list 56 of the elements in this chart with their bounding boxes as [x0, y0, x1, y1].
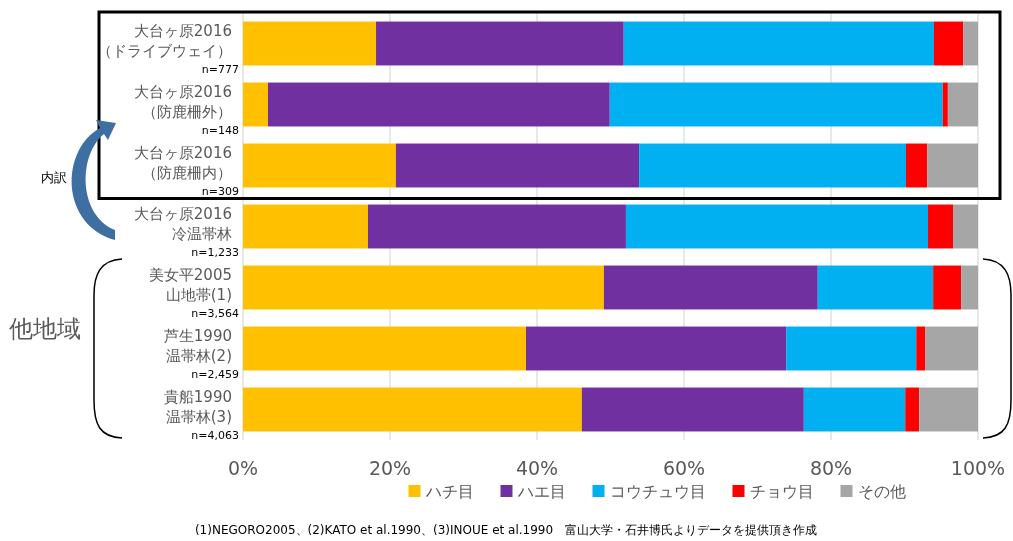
bar — [905, 387, 920, 432]
y-tick-label: 大台ヶ原2016 冷温帯林 n=1,233 — [133, 204, 239, 259]
x-tick-label: 20% — [368, 457, 412, 479]
y-tick-label: 大台ヶ原2016 （防鹿柵外） n=148 — [133, 82, 239, 137]
bar — [925, 326, 978, 371]
bar — [243, 143, 396, 188]
bar — [376, 21, 624, 66]
bar — [243, 326, 526, 371]
legend-label: ハエ目 — [516, 482, 566, 501]
x-tick-label: 80% — [809, 457, 853, 479]
x-tick-label: 100% — [950, 457, 1006, 479]
bar — [961, 265, 978, 310]
text: 他地域 — [9, 315, 81, 343]
bar — [963, 21, 978, 66]
bar — [919, 387, 978, 432]
bar — [933, 265, 962, 310]
bar — [916, 326, 926, 371]
bar — [905, 143, 928, 188]
bar — [933, 21, 964, 66]
bar — [243, 82, 268, 127]
bar — [928, 204, 954, 249]
bar — [243, 204, 368, 249]
bar — [953, 204, 978, 249]
text: (1)NEGORO2005、(2)KATO et al.1990、(3)INOUE et al.1990 富山大学・石井博氏よりデータを提供頂き作成 — [194, 523, 818, 537]
legend-label: ハチ目 — [424, 482, 474, 501]
legend-label: チョウ目 — [749, 482, 814, 501]
bar — [581, 387, 804, 432]
y-tick-label: 大台ヶ原2016 （ドライブウェイ） n=777 — [97, 21, 239, 76]
x-tick-label: 60% — [662, 457, 706, 479]
bar — [395, 143, 640, 188]
text: 内訳 — [41, 170, 67, 185]
legend-label: その他 — [857, 482, 906, 501]
bar — [786, 326, 917, 371]
bar — [243, 387, 582, 432]
bar — [623, 21, 934, 66]
bar — [947, 82, 978, 127]
bar — [525, 326, 787, 371]
bar — [603, 265, 818, 310]
bar — [639, 143, 906, 188]
y-tick-label: 貴船1990 温帯林(3) n=4,063 — [163, 387, 239, 442]
x-tick-label: 0% — [227, 457, 259, 479]
y-tick-label: 大台ヶ原2016 （防鹿柵内） n=309 — [133, 143, 239, 198]
bar — [609, 82, 943, 127]
bar — [927, 143, 978, 188]
legend-label: コウチュウ目 — [609, 482, 706, 501]
bar — [367, 204, 626, 249]
y-tick-label: 芦生1990 温帯林(2) n=2,459 — [163, 326, 239, 381]
bar — [803, 387, 906, 432]
bar — [243, 265, 604, 310]
bar — [625, 204, 929, 249]
bar — [267, 82, 610, 127]
bar — [817, 265, 934, 310]
x-tick-label: 40% — [515, 457, 559, 479]
bar — [942, 82, 948, 127]
bar — [243, 21, 377, 66]
y-tick-label: 美女平2005 山地帯(1) n=3,564 — [148, 265, 239, 320]
